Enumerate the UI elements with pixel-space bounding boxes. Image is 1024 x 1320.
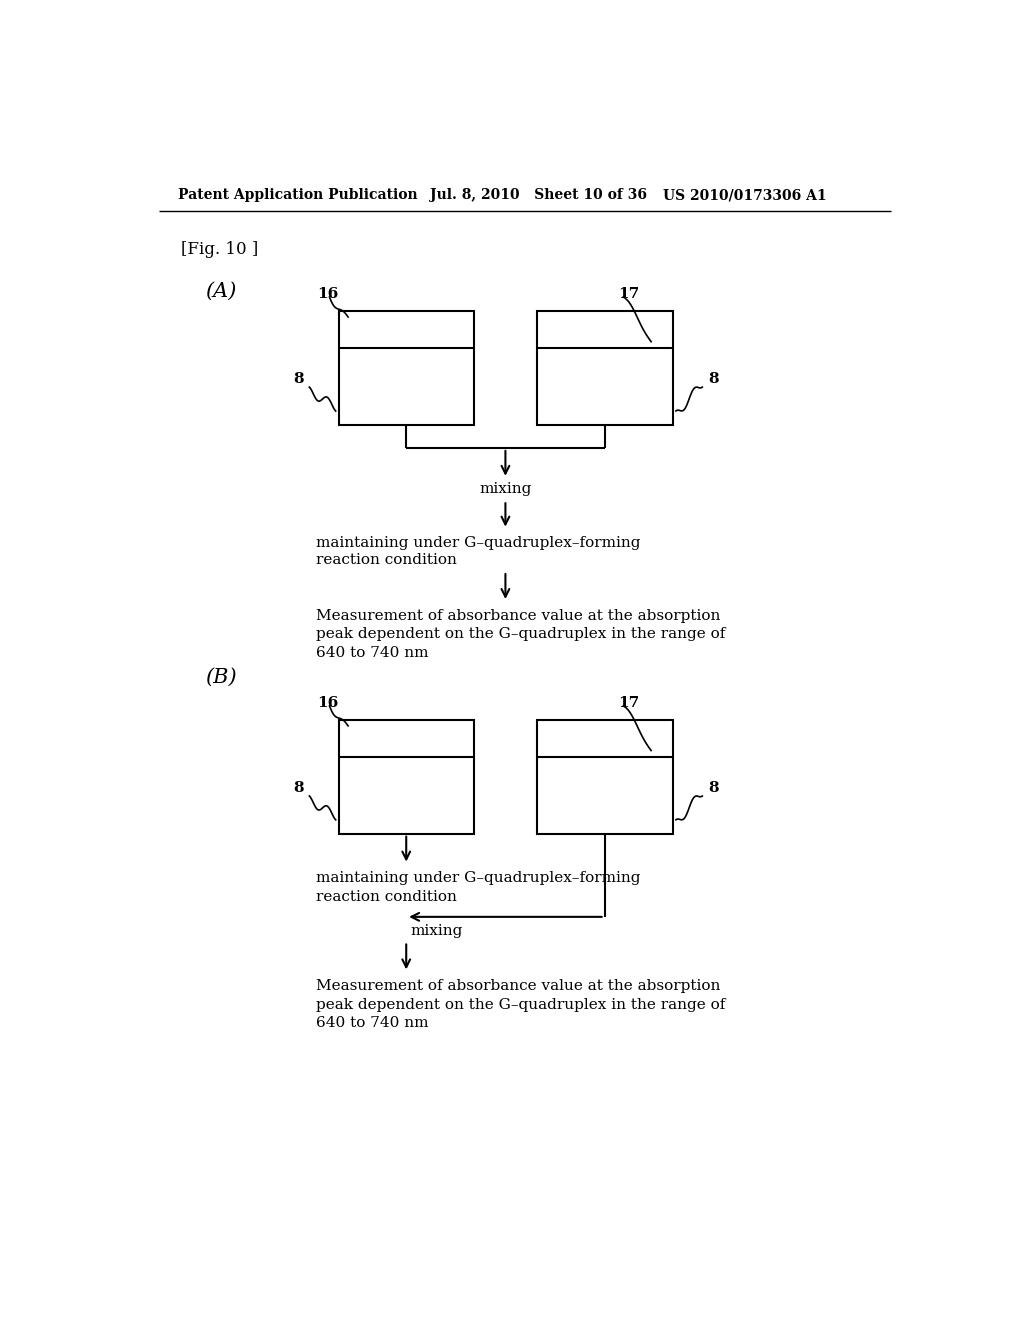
Text: 8: 8 — [293, 781, 304, 795]
Text: reaction condition: reaction condition — [315, 890, 457, 904]
Text: 17: 17 — [618, 286, 640, 301]
Text: Patent Application Publication: Patent Application Publication — [178, 189, 418, 202]
Text: 8: 8 — [708, 781, 719, 795]
Text: US 2010/0173306 A1: US 2010/0173306 A1 — [663, 189, 826, 202]
Text: peak dependent on the G–quadruplex in the range of: peak dependent on the G–quadruplex in th… — [315, 998, 725, 1011]
Text: Measurement of absorbance value at the absorption: Measurement of absorbance value at the a… — [315, 979, 720, 993]
Text: maintaining under G–quadruplex–forming: maintaining under G–quadruplex–forming — [315, 871, 640, 886]
Text: [Fig. 10 ]: [Fig. 10 ] — [180, 240, 258, 257]
Bar — [538, 719, 673, 834]
Text: Jul. 8, 2010   Sheet 10 of 36: Jul. 8, 2010 Sheet 10 of 36 — [430, 189, 647, 202]
Text: peak dependent on the G–quadruplex in the range of: peak dependent on the G–quadruplex in th… — [315, 627, 725, 642]
Text: Measurement of absorbance value at the absorption: Measurement of absorbance value at the a… — [315, 609, 720, 623]
Text: 8: 8 — [293, 372, 304, 387]
Text: reaction condition: reaction condition — [315, 553, 457, 568]
Text: 16: 16 — [317, 286, 338, 301]
Text: 16: 16 — [317, 696, 338, 710]
Bar — [538, 312, 673, 425]
Text: 17: 17 — [618, 696, 640, 710]
Text: (A): (A) — [206, 281, 237, 301]
Text: 640 to 740 nm: 640 to 740 nm — [315, 1016, 428, 1030]
Bar — [339, 312, 474, 425]
Text: mixing: mixing — [410, 924, 463, 937]
Text: mixing: mixing — [479, 483, 531, 496]
Text: (B): (B) — [206, 668, 238, 686]
Bar — [339, 719, 474, 834]
Text: 640 to 740 nm: 640 to 740 nm — [315, 645, 428, 660]
Text: 8: 8 — [708, 372, 719, 387]
Text: maintaining under G–quadruplex–forming: maintaining under G–quadruplex–forming — [315, 536, 640, 550]
